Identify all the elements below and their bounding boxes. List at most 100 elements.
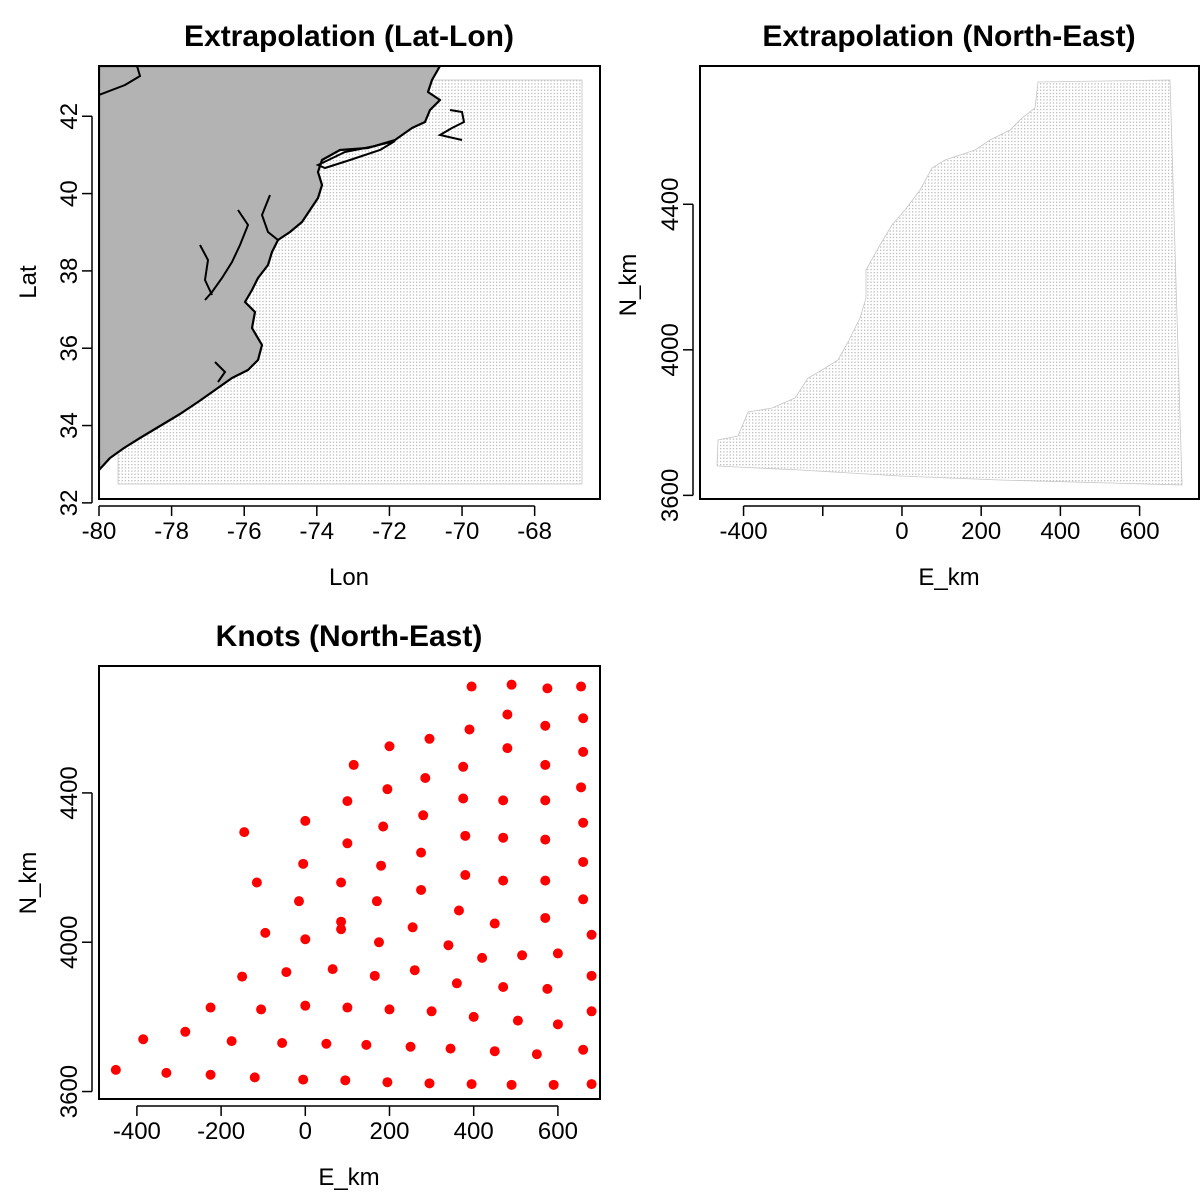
knot-point xyxy=(540,795,551,806)
y-tick-label: 4400 xyxy=(657,178,684,231)
knot-point xyxy=(239,827,250,838)
knot-point xyxy=(407,922,418,933)
knot-point xyxy=(576,681,587,692)
knot-point xyxy=(586,1079,597,1090)
panel1-plot-area xyxy=(99,66,583,485)
knot-point xyxy=(281,967,292,978)
knot-point xyxy=(382,1077,393,1088)
knot-point xyxy=(542,683,553,694)
knot-point xyxy=(226,1036,237,1047)
panel2-extrapolation-grid xyxy=(716,79,1183,486)
knot-point xyxy=(460,870,471,881)
knot-point xyxy=(249,1072,260,1083)
x-tick-label: -78 xyxy=(154,518,189,545)
knot-points xyxy=(110,679,597,1090)
knot-point xyxy=(552,948,563,959)
knot-point xyxy=(321,1038,332,1049)
knot-point xyxy=(371,896,382,907)
y-tick-label: 4400 xyxy=(56,766,83,819)
coast-inner-detail-3 xyxy=(260,194,279,241)
y-tick-label: 40 xyxy=(56,180,83,207)
x-tick-label: -70 xyxy=(445,518,480,545)
knot-point xyxy=(300,934,311,945)
panel2-x-label: E_km xyxy=(918,564,979,591)
knot-point xyxy=(298,1074,309,1085)
panel1-y-axis: 32 34 36 38 40 42 xyxy=(56,103,93,517)
panel2-title: Extrapolation (North-East) xyxy=(762,20,1135,53)
knot-point xyxy=(327,964,338,975)
knot-point xyxy=(420,772,431,783)
knot-point xyxy=(540,875,551,886)
panel-extrapolation-latlon: Extrapolation (Lat-Lon) -80 -78 -76 -74 -72-… xyxy=(15,20,601,591)
knot-point xyxy=(498,875,509,886)
knot-point xyxy=(540,912,551,923)
panel1-title: Extrapolation (Lat-Lon) xyxy=(184,20,514,53)
knot-point xyxy=(138,1034,149,1045)
knot-point xyxy=(180,1026,191,1037)
knot-point xyxy=(458,793,469,804)
knot-point xyxy=(205,1069,216,1080)
knot-point xyxy=(502,709,513,720)
x-tick-label: -400 xyxy=(113,1118,161,1145)
knot-point xyxy=(578,1044,589,1055)
knot-point xyxy=(502,743,513,754)
y-tick-label: 32 xyxy=(56,490,83,517)
panel2-frame xyxy=(699,65,1200,500)
knot-point xyxy=(384,741,395,752)
knot-point xyxy=(466,681,477,692)
knot-point xyxy=(540,834,551,845)
knot-point xyxy=(277,1038,288,1049)
x-tick-label: -400 xyxy=(720,518,768,545)
x-tick-label: 400 xyxy=(454,1118,494,1145)
knot-point xyxy=(424,1078,435,1089)
knot-point xyxy=(378,821,389,832)
x-tick-label: -68 xyxy=(517,518,552,545)
knot-point xyxy=(489,1046,500,1057)
knot-point xyxy=(373,937,384,948)
knot-point xyxy=(256,1004,267,1015)
knot-point xyxy=(298,858,309,869)
panel3-y-label: N_km xyxy=(15,852,42,915)
knot-point xyxy=(336,877,347,888)
knot-point xyxy=(498,982,509,993)
y-tick-label: 38 xyxy=(56,258,83,285)
y-tick-label: 4000 xyxy=(56,916,83,969)
knot-point xyxy=(409,965,420,976)
x-tick-label: -80 xyxy=(82,518,117,545)
x-tick-label: 600 xyxy=(538,1118,578,1145)
knot-point xyxy=(384,1004,395,1015)
knot-point xyxy=(348,759,359,770)
knot-point xyxy=(464,724,475,735)
knot-point xyxy=(498,832,509,843)
x-tick-label: 0 xyxy=(299,1118,312,1145)
knot-point xyxy=(512,1015,523,1026)
y-tick-label: 4000 xyxy=(657,323,684,376)
knot-point xyxy=(416,847,427,858)
panel1-x-axis: -80 -78 -76 -74 -72 -70 -68 xyxy=(82,505,552,545)
knot-point xyxy=(489,918,500,929)
panel-knots-northeast: Knots (North-East) -400 -200 0 200 400 600 36… xyxy=(15,620,601,1191)
knot-point xyxy=(498,795,509,806)
knot-point xyxy=(237,971,248,982)
knot-point xyxy=(586,970,597,981)
knot-point xyxy=(578,713,589,724)
knot-point xyxy=(552,1019,563,1030)
y-tick-label: 3600 xyxy=(657,469,684,522)
knot-point xyxy=(540,759,551,770)
knot-point xyxy=(426,1006,437,1017)
knot-point xyxy=(424,733,435,744)
knot-point xyxy=(586,1006,597,1017)
knot-point xyxy=(342,796,353,807)
panel3-x-axis: -400 -200 0 200 400 600 xyxy=(113,1105,578,1145)
coast-inner-detail-7 xyxy=(199,244,213,296)
x-tick-label: 200 xyxy=(369,1118,409,1145)
knot-point xyxy=(382,784,393,795)
knot-point xyxy=(293,896,304,907)
knot-point xyxy=(443,940,454,951)
panel1-x-label: Lon xyxy=(329,564,369,591)
panel1-frame xyxy=(98,65,601,500)
coast-inner-detail-2 xyxy=(204,209,250,301)
knot-point xyxy=(110,1064,121,1075)
knot-point xyxy=(576,782,587,793)
